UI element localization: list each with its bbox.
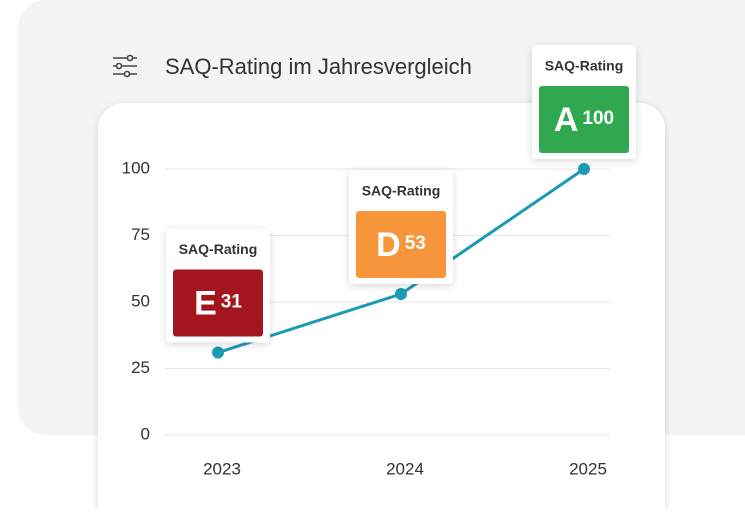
point	[578, 163, 590, 175]
badge-label: SAQ-Rating	[362, 183, 441, 199]
badge-label: SAQ-Rating	[545, 58, 624, 74]
y-tick-label: 75	[131, 225, 150, 244]
x-tick-label: 2023	[203, 459, 241, 478]
grade-box	[173, 269, 263, 337]
point	[212, 346, 224, 359]
grade-value: 100	[582, 108, 614, 129]
rating-badge: SAQ-Rating E 31	[166, 228, 270, 343]
badge-label: SAQ-Rating	[179, 241, 258, 257]
grade-value: 31	[221, 292, 243, 313]
grade-text: D 53	[376, 226, 426, 264]
grade-text: A 100	[554, 101, 614, 139]
grade-letter: E	[194, 285, 217, 323]
filter-icon	[113, 54, 137, 78]
x-tick-label: 2025	[569, 459, 607, 478]
grade-value: 53	[405, 233, 426, 254]
y-tick-label: 100	[122, 158, 150, 177]
grade-box	[356, 211, 446, 279]
grade-letter: D	[376, 226, 401, 264]
card	[98, 103, 665, 514]
y-tick-label: 50	[131, 291, 150, 310]
chart-title: SAQ-Rating im Jahresvergleich	[165, 54, 472, 79]
grade-box	[539, 86, 629, 153]
x-tick-label: 2024	[386, 459, 424, 478]
rating-badge: SAQ-Rating A 100	[532, 45, 636, 159]
grade-text: E 31	[194, 285, 242, 323]
grade-letter: A	[554, 101, 579, 139]
point	[395, 288, 407, 301]
y-tick-label: 0	[141, 424, 150, 443]
rating-badge: SAQ-Rating D 53	[349, 170, 453, 285]
y-tick-label: 25	[131, 358, 150, 377]
